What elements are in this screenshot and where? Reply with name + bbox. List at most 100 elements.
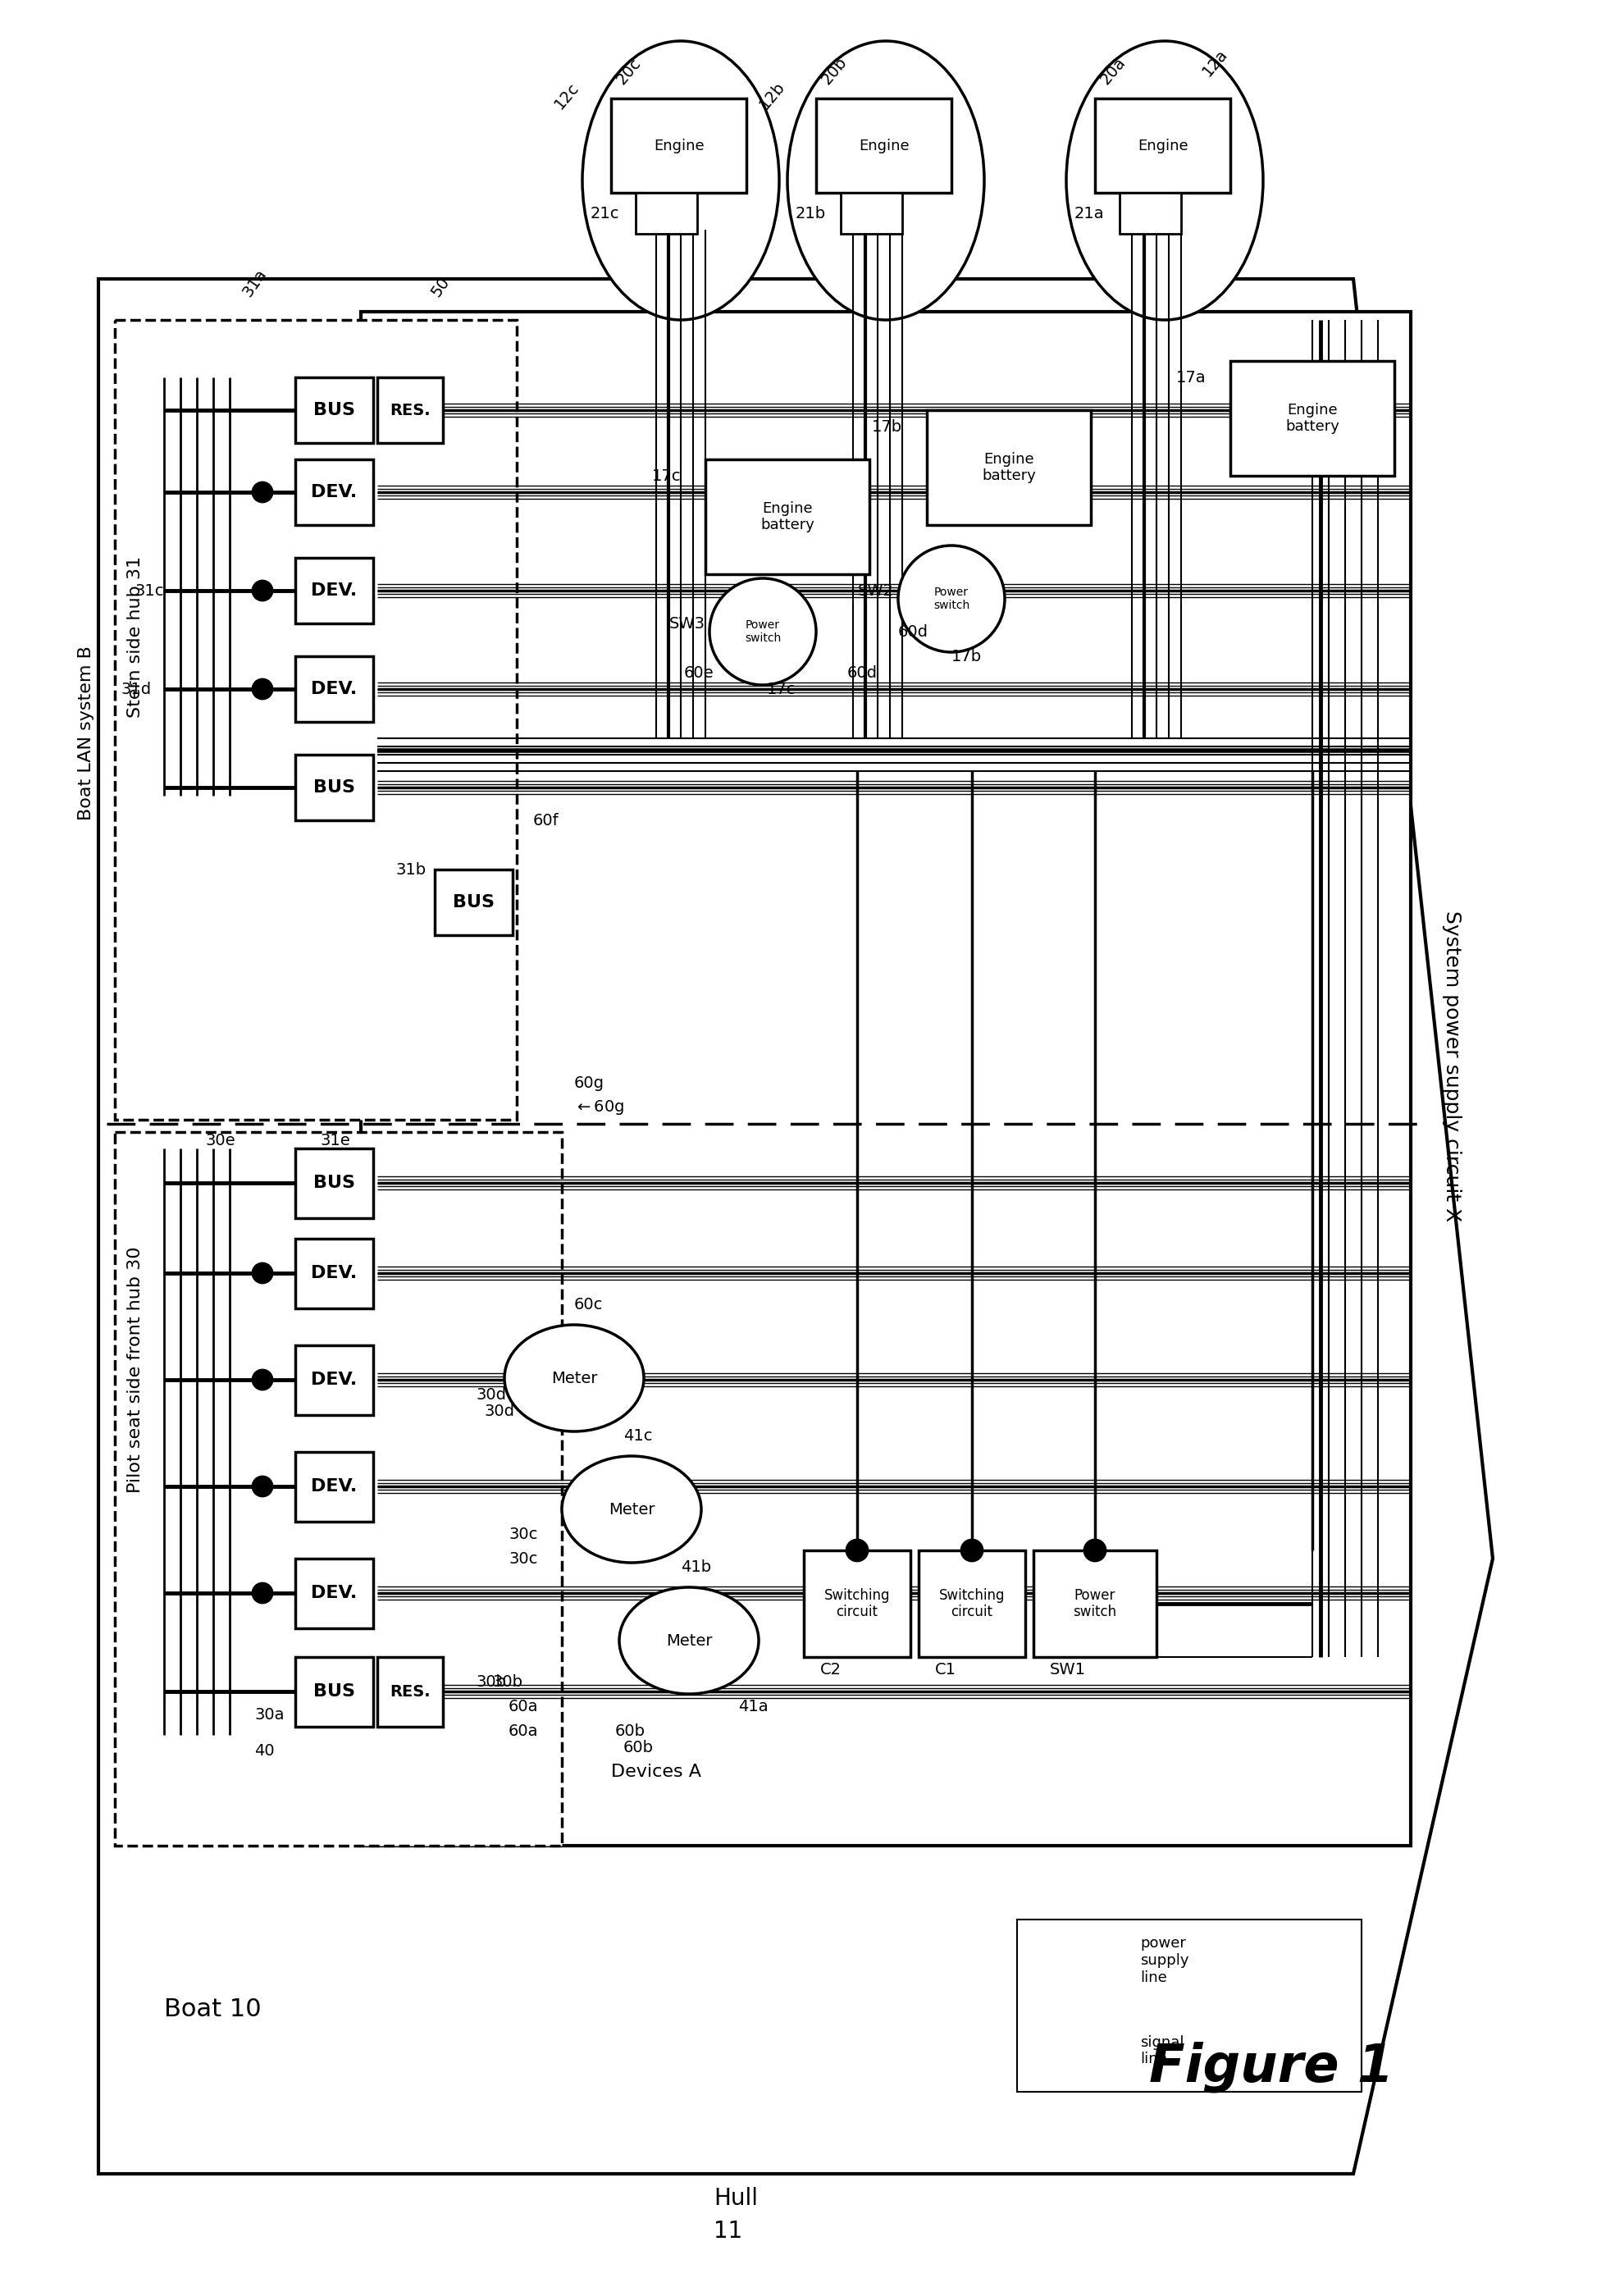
Ellipse shape [788, 41, 984, 319]
Text: 30d: 30d [476, 1387, 507, 1403]
Text: 17c: 17c [767, 681, 796, 697]
Text: 30b: 30b [492, 1674, 523, 1690]
Text: 60b: 60b [624, 1740, 654, 1754]
Bar [611, 98, 747, 194]
Bar [296, 1148, 374, 1219]
Text: System power supply circuit X: System power supply circuit X [1442, 911, 1462, 1221]
Text: Switching
circuit: Switching circuit [939, 1588, 1005, 1620]
Bar [296, 558, 374, 624]
Circle shape [253, 1369, 273, 1390]
Bar [841, 194, 903, 235]
Circle shape [253, 483, 273, 501]
Ellipse shape [583, 41, 780, 319]
Text: 12b: 12b [757, 77, 788, 112]
Text: 41a: 41a [739, 1699, 768, 1713]
Text: DEV.: DEV. [310, 483, 357, 501]
Text: 20b: 20b [818, 55, 849, 87]
Circle shape [898, 544, 1005, 652]
Text: Pilot seat side front hub 30: Pilot seat side front hub 30 [127, 1246, 143, 1492]
Bar [435, 870, 513, 936]
Text: 41b: 41b [680, 1558, 711, 1574]
Text: RES.: RES. [390, 403, 430, 417]
Bar [296, 1558, 374, 1629]
Ellipse shape [562, 1456, 702, 1563]
Text: 20c: 20c [614, 55, 643, 87]
Text: 12c: 12c [552, 80, 583, 112]
Text: C1: C1 [935, 1661, 957, 1677]
Text: 17c: 17c [651, 467, 680, 483]
Ellipse shape [619, 1588, 758, 1695]
Text: DEV.: DEV. [310, 1478, 357, 1494]
Text: BUS: BUS [453, 895, 494, 911]
Text: DEV.: DEV. [310, 583, 357, 599]
Bar [115, 1132, 562, 1845]
Ellipse shape [505, 1326, 643, 1431]
Text: DEV.: DEV. [310, 1371, 357, 1387]
Text: C2: C2 [820, 1661, 841, 1677]
Text: signal
line: signal line [1140, 2034, 1184, 2066]
Text: Boat 10: Boat 10 [164, 1998, 261, 2021]
Bar [296, 656, 374, 722]
Bar [296, 1656, 374, 1727]
Bar [296, 754, 374, 820]
Text: 17b: 17b [952, 649, 983, 665]
Text: 21b: 21b [796, 205, 827, 221]
Text: 12a: 12a [1200, 46, 1231, 80]
Text: 30d: 30d [484, 1403, 515, 1419]
Text: 60e: 60e [684, 665, 713, 681]
Text: Hull: Hull [713, 2187, 758, 2210]
Text: 30b: 30b [476, 1674, 507, 1690]
Bar [804, 1551, 911, 1656]
Bar [1095, 98, 1231, 194]
Circle shape [961, 1540, 983, 1560]
Text: 60f: 60f [533, 813, 559, 829]
Text: DEV.: DEV. [310, 681, 357, 697]
Text: 50: 50 [429, 273, 453, 301]
Text: 21a: 21a [1075, 205, 1104, 221]
Text: Boat LAN system B: Boat LAN system B [78, 645, 94, 820]
Text: 30c: 30c [508, 1551, 538, 1567]
Bar [817, 98, 952, 194]
Text: SW1: SW1 [1049, 1661, 1086, 1677]
Text: Engine: Engine [654, 139, 705, 153]
Text: 11: 11 [713, 2219, 742, 2244]
Text: 30a: 30a [255, 1706, 284, 1722]
Text: 60b: 60b [615, 1722, 645, 1738]
Text: Power
switch: Power switch [1073, 1588, 1117, 1620]
Text: RES.: RES. [390, 1683, 430, 1699]
Bar [635, 194, 697, 235]
Text: 31d: 31d [122, 681, 151, 697]
Text: Stern side hub 31: Stern side hub 31 [127, 556, 143, 718]
Text: $\leftarrow$60g: $\leftarrow$60g [575, 1098, 625, 1116]
Bar [115, 319, 516, 1121]
Text: 31c: 31c [135, 583, 164, 599]
Text: 60c: 60c [575, 1296, 603, 1312]
Circle shape [710, 579, 817, 686]
Text: 17a: 17a [1176, 369, 1205, 385]
Text: 60a: 60a [508, 1722, 539, 1738]
Circle shape [846, 1540, 867, 1560]
Bar [296, 1239, 374, 1308]
Text: Figure 1: Figure 1 [1148, 2041, 1393, 2093]
Text: Engine
battery: Engine battery [760, 501, 814, 533]
Text: 60d: 60d [848, 665, 877, 681]
Text: 60d: 60d [898, 624, 929, 640]
Circle shape [253, 581, 273, 601]
Circle shape [253, 1476, 273, 1497]
Bar [296, 378, 374, 442]
Text: Meter: Meter [666, 1633, 713, 1649]
Ellipse shape [1067, 41, 1263, 319]
Text: Engine
battery: Engine battery [983, 451, 1036, 483]
Text: Power
switch: Power switch [934, 585, 970, 611]
Text: Devices A: Devices A [611, 1763, 702, 1779]
Text: Engine
battery: Engine battery [1285, 403, 1340, 435]
Bar [377, 378, 443, 442]
Bar [1017, 1920, 1361, 2091]
Bar [377, 1656, 443, 1727]
Bar [296, 1346, 374, 1415]
Text: 20a: 20a [1098, 55, 1129, 87]
Text: BUS: BUS [313, 779, 354, 795]
Text: Engine: Engine [1138, 139, 1189, 153]
Text: Switching
circuit: Switching circuit [823, 1588, 890, 1620]
Bar [296, 1451, 374, 1522]
